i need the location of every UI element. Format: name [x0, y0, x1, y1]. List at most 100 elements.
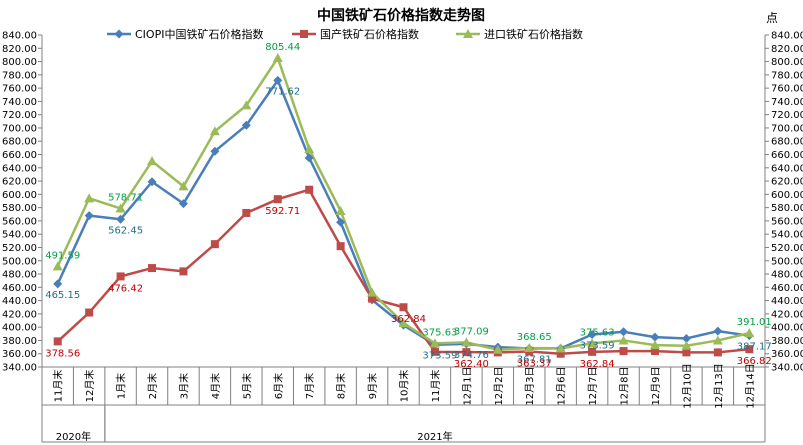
y-tick-label-right: 660.00 [771, 150, 803, 161]
x-tick-label: 12月7日 [587, 366, 599, 405]
y-tick-label-right: 720.00 [771, 110, 803, 121]
data-point-1 [336, 242, 345, 251]
data-point-1 [588, 347, 597, 356]
y-tick-label-left: 640.00 [2, 163, 37, 174]
y-tick-label-right: 580.00 [771, 203, 803, 214]
y-tick-label-left: 740.00 [2, 97, 37, 108]
y-tick-label-right: 820.00 [771, 44, 803, 55]
y-tick-label-left: 660.00 [2, 150, 37, 161]
x-tick-label: 11月末 [429, 370, 442, 403]
data-point-2 [241, 100, 252, 110]
data-point-0 [619, 327, 629, 337]
y-tick-label-left: 460.00 [2, 283, 37, 294]
data-point-2 [744, 328, 755, 338]
data-point-1 [619, 347, 628, 356]
data-point-2 [461, 337, 472, 347]
data-point-1 [368, 294, 377, 303]
data-point-2 [304, 144, 315, 154]
data-label: 592.71 [265, 206, 300, 217]
y-tick-label-left: 500.00 [2, 256, 37, 267]
legend-label-0: CIOPI中国铁矿石价格指数 [135, 27, 263, 41]
data-label: 476.42 [108, 283, 143, 294]
data-point-2 [712, 335, 723, 345]
data-point-2 [492, 344, 503, 354]
y-tick-label-left: 680.00 [2, 137, 37, 148]
data-point-1 [650, 347, 659, 356]
x-tick-label: 12月3日 [524, 366, 536, 405]
y-tick-label-left: 480.00 [2, 270, 37, 281]
y-tick-label-right: 680.00 [771, 137, 803, 148]
data-label: 375.63 [422, 327, 457, 338]
right-axis-unit: 点 [766, 11, 778, 25]
data-label: 374.76 [454, 350, 489, 361]
data-point-2 [272, 52, 283, 62]
data-point-1 [210, 240, 219, 249]
y-tick-label-right: 840.00 [771, 31, 803, 42]
data-point-2 [115, 203, 126, 213]
data-point-0 [116, 214, 126, 224]
y-tick-label-left: 440.00 [2, 296, 37, 307]
data-label: 363.37 [517, 358, 552, 369]
y-tick-label-left: 580.00 [2, 203, 37, 214]
plot-area [52, 52, 755, 358]
data-point-0 [336, 217, 346, 227]
y-tick-label-left: 400.00 [2, 323, 37, 334]
y-tick-label-left: 700.00 [2, 123, 37, 134]
data-point-1 [242, 208, 251, 217]
data-point-1 [462, 348, 471, 357]
data-point-1 [85, 308, 94, 317]
data-point-0 [713, 326, 723, 336]
y-tick-label-right: 760.00 [771, 84, 803, 95]
data-point-1 [430, 347, 439, 356]
data-point-2 [649, 340, 660, 350]
data-point-2 [681, 340, 692, 350]
x-tick-label: 7月末 [303, 373, 316, 399]
data-point-0 [587, 329, 597, 339]
y-tick-label-left: 560.00 [2, 216, 37, 227]
y-tick-label-right: 540.00 [771, 230, 803, 241]
x-tick-label: 12月13日 [713, 363, 725, 408]
data-label: 367.81 [517, 355, 552, 366]
x-tick-label: 9月末 [366, 373, 379, 399]
x-tick-label: 4月末 [209, 373, 222, 399]
y-tick-label-left: 780.00 [2, 70, 37, 81]
data-point-0 [178, 199, 188, 209]
x-tick-label: 8月末 [335, 373, 348, 399]
data-label: 373.59 [422, 351, 457, 362]
data-point-1 [53, 337, 62, 346]
data-label: 491.59 [45, 250, 80, 261]
data-label: 377.09 [454, 326, 489, 337]
y-tick-label-right: 340.00 [771, 363, 803, 374]
data-label: 362.40 [454, 359, 489, 370]
data-point-2 [367, 287, 378, 297]
data-point-1 [148, 264, 157, 273]
y-tick-label-right: 460.00 [771, 283, 803, 294]
data-label: 562.45 [108, 225, 143, 236]
y-tick-label-right: 360.00 [771, 349, 803, 360]
y-tick-label-left: 420.00 [2, 309, 37, 320]
y-tick-label-right: 600.00 [771, 190, 803, 201]
data-point-2 [429, 338, 440, 348]
data-label: 465.15 [45, 290, 80, 301]
data-point-2 [52, 261, 63, 271]
legend: CIOPI中国铁矿石价格指数 国产铁矿石价格指数 进口铁矿石价格指数 [107, 27, 583, 41]
y-tick-label-left: 720.00 [2, 110, 37, 121]
data-point-0 [241, 120, 251, 130]
y-tick-label-right: 380.00 [771, 336, 803, 347]
y-tick-label-left: 620.00 [2, 177, 37, 188]
x-tick-label: 1月末 [115, 373, 128, 399]
y-tick-label-right: 740.00 [771, 97, 803, 108]
data-point-2 [84, 193, 95, 203]
data-label: 771.62 [265, 86, 300, 97]
x-tick-label: 12月末 [83, 370, 96, 403]
data-point-2 [147, 156, 158, 166]
data-label: 362.84 [391, 314, 426, 325]
legend-marker-1 [300, 30, 308, 38]
y-tick-label-left: 840.00 [2, 31, 37, 42]
y-tick-label-right: 420.00 [771, 309, 803, 320]
data-point-2 [555, 343, 566, 353]
data-point-0 [681, 333, 691, 343]
y-tick-label-left: 800.00 [2, 57, 37, 68]
x-tick-label: 11月末 [52, 370, 65, 403]
